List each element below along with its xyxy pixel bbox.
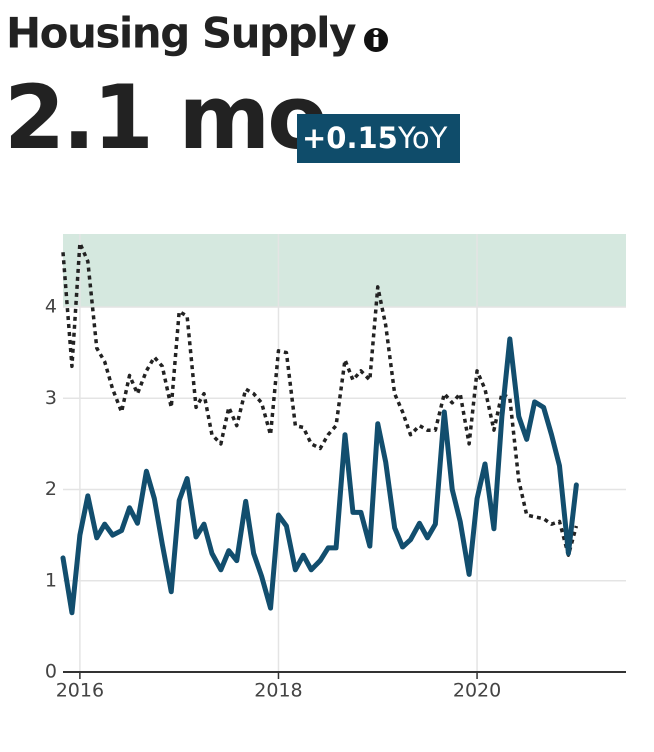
badge-change: +0.15 bbox=[302, 121, 398, 155]
y-tick-label: 2 bbox=[45, 478, 57, 500]
badge bbox=[297, 114, 460, 163]
y-tick-label: 0 bbox=[45, 661, 57, 683]
x-tick-label: 2020 bbox=[453, 680, 501, 702]
headline-value: 2.1 mo bbox=[4, 66, 325, 169]
badge-unit: YoY bbox=[397, 121, 448, 155]
info-icon[interactable] bbox=[364, 28, 388, 52]
x-tick-label: 2018 bbox=[254, 680, 302, 702]
y-tick-label: 4 bbox=[45, 296, 57, 318]
line bbox=[60, 336, 579, 616]
title: Housing Supply bbox=[6, 9, 356, 58]
target-band bbox=[63, 234, 626, 307]
x-tick-label: 2016 bbox=[56, 680, 104, 702]
y-tick-label: 3 bbox=[45, 387, 57, 409]
y-tick-label: 1 bbox=[45, 569, 57, 591]
dotted-line bbox=[61, 241, 579, 557]
